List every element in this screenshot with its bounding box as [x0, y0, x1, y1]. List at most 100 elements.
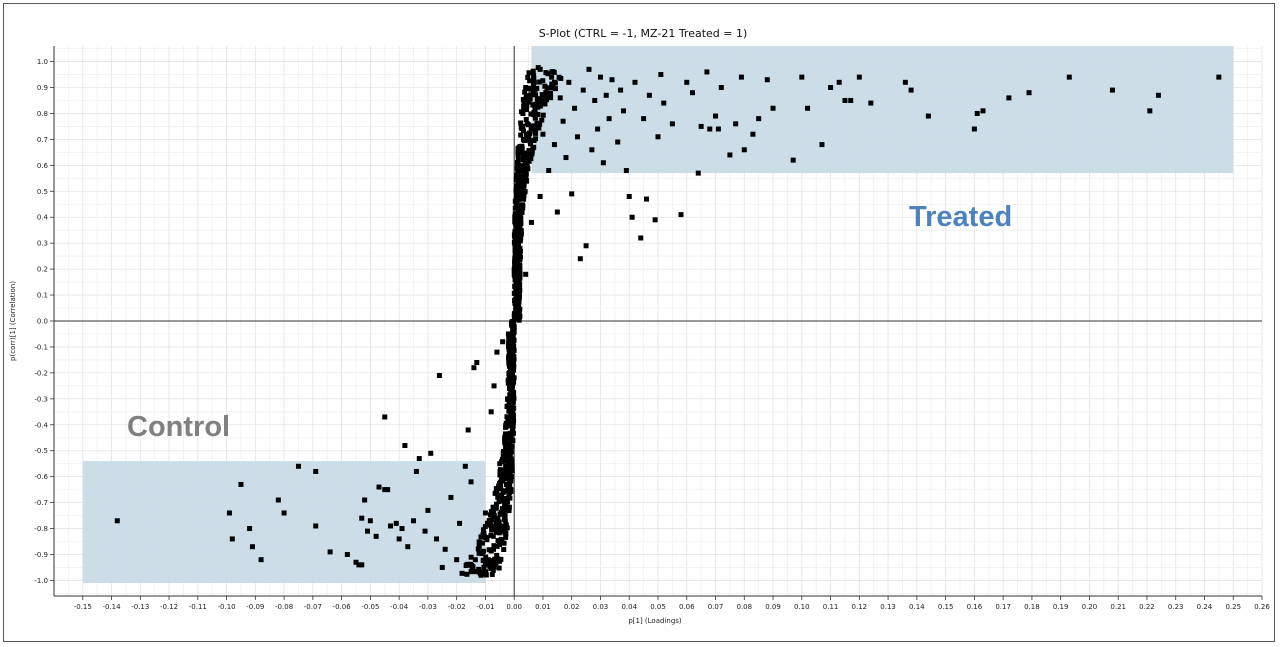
data-point: [516, 304, 522, 310]
data-point: [799, 74, 805, 80]
data-point: [506, 480, 512, 486]
data-point: [524, 132, 530, 138]
data-point: [532, 126, 538, 132]
data-point: [517, 254, 523, 260]
data-point: [399, 526, 405, 532]
y-tick-label: 1.0: [37, 58, 48, 66]
data-point: [484, 520, 490, 526]
data-point: [868, 100, 874, 106]
data-point: [503, 424, 509, 430]
data-point: [618, 87, 624, 93]
data-point: [499, 471, 505, 477]
data-point: [539, 98, 545, 104]
x-tick-label: -0.15: [74, 603, 92, 611]
data-point: [518, 132, 524, 138]
data-point: [552, 86, 558, 92]
data-point: [586, 66, 592, 72]
data-point: [548, 95, 554, 101]
data-point: [537, 66, 543, 72]
y-tick-label: 0.4: [37, 214, 49, 222]
data-point: [488, 532, 494, 538]
data-point: [518, 231, 524, 237]
data-point: [510, 339, 516, 345]
data-point: [532, 101, 538, 107]
data-point: [506, 334, 512, 340]
data-point: [520, 97, 526, 103]
x-tick-label: -0.10: [218, 603, 236, 611]
x-tick-label: -0.09: [246, 603, 264, 611]
data-point: [493, 519, 499, 525]
data-point: [229, 536, 235, 542]
data-point: [436, 372, 442, 378]
x-tick-label: 0.03: [593, 603, 609, 611]
data-point: [516, 196, 522, 202]
data-point: [502, 530, 508, 536]
data-point: [510, 350, 516, 356]
data-point: [362, 497, 368, 503]
data-point: [1216, 74, 1222, 80]
data-point: [658, 72, 664, 78]
data-point: [646, 92, 652, 98]
data-point: [836, 79, 842, 85]
y-tick-label: 0.9: [37, 84, 48, 92]
data-point: [540, 131, 546, 137]
data-point: [493, 490, 499, 496]
data-point: [514, 203, 520, 209]
y-tick-label: 0.5: [37, 188, 48, 196]
data-point: [356, 562, 362, 568]
data-point: [540, 112, 546, 118]
data-point: [521, 193, 527, 199]
data-point: [669, 121, 675, 127]
data-point: [468, 479, 474, 485]
data-point: [514, 282, 520, 288]
y-tick-label: 0.8: [37, 110, 48, 118]
x-tick-label: 0.16: [967, 603, 983, 611]
x-tick-label: 0.21: [1110, 603, 1126, 611]
y-tick-label: -0.5: [34, 447, 48, 455]
data-point: [494, 349, 500, 355]
x-tick-label: -0.01: [476, 603, 494, 611]
data-point: [359, 515, 365, 521]
data-point: [509, 438, 515, 444]
data-point: [501, 540, 507, 546]
data-point: [623, 168, 629, 174]
data-point: [756, 116, 762, 122]
y-tick-label: -0.9: [34, 551, 48, 559]
x-tick-label: -0.06: [333, 603, 352, 611]
data-point: [510, 328, 516, 334]
data-point: [499, 498, 505, 504]
data-point: [508, 368, 514, 374]
data-point: [513, 172, 519, 178]
chart-title: S-Plot (CTRL = -1, MZ-21 Treated = 1): [539, 27, 748, 40]
data-point: [523, 95, 529, 101]
data-point: [535, 111, 541, 117]
data-point: [537, 193, 543, 199]
data-point: [469, 563, 475, 569]
data-point: [493, 529, 499, 535]
x-tick-label: 0.10: [794, 603, 810, 611]
data-point: [546, 168, 552, 174]
data-point: [517, 257, 523, 263]
data-point: [529, 124, 535, 130]
data-point: [498, 484, 504, 490]
data-point: [497, 527, 503, 533]
data-point: [560, 118, 566, 124]
data-point: [393, 520, 399, 526]
data-point: [506, 361, 512, 367]
data-point: [557, 95, 563, 101]
y-tick-label: 0.6: [37, 162, 49, 170]
data-point: [509, 389, 515, 395]
data-point: [515, 263, 521, 269]
data-point: [727, 152, 733, 158]
data-point: [465, 427, 471, 433]
data-point: [506, 414, 512, 420]
data-point: [488, 509, 494, 515]
data-point: [534, 120, 540, 126]
data-point: [529, 151, 535, 157]
x-tick-label: 0.23: [1168, 603, 1184, 611]
data-point: [819, 142, 825, 148]
data-point: [382, 487, 388, 493]
x-tick-label: 0.26: [1254, 603, 1270, 611]
data-point: [388, 523, 394, 529]
data-point: [513, 270, 519, 276]
